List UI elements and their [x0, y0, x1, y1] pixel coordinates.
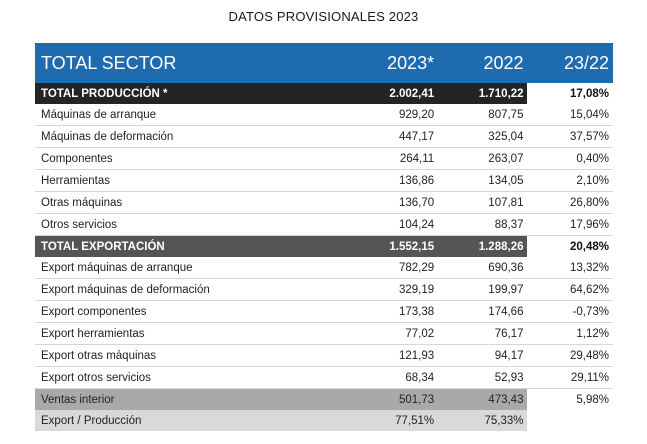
- row-label: Máquinas de arranque: [35, 104, 343, 126]
- row-label: Máquinas de deformación: [35, 125, 343, 148]
- row-label: Otros servicios: [35, 213, 343, 236]
- value-2022: 325,04: [438, 125, 528, 148]
- value-pct: 37,57%: [527, 125, 613, 148]
- table-row: Export otras máquinas 121,93 94,17 29,48…: [35, 344, 613, 367]
- value-pct: 13,32%: [527, 257, 613, 279]
- row-label: Export otras máquinas: [35, 344, 343, 367]
- value-pct: 0,40%: [527, 147, 613, 170]
- row-label: TOTAL EXPORTACIÓN: [35, 235, 343, 257]
- table-row: Export máquinas de arranque 782,29 690,3…: [35, 257, 613, 279]
- value-2023: 782,29: [342, 257, 439, 279]
- value-2023: 501,73: [342, 388, 439, 410]
- row-label: Export / Producción: [35, 410, 343, 431]
- value-2022: 107,81: [438, 191, 528, 214]
- value-2023: 1.552,15: [342, 235, 439, 257]
- row-label: Componentes: [35, 147, 343, 170]
- value-pct: 17,96%: [527, 213, 613, 236]
- value-2023: 77,51%: [342, 410, 439, 431]
- value-pct: -0,73%: [527, 300, 613, 323]
- value-2023: 104,24: [342, 213, 439, 236]
- value-pct: 1,12%: [527, 322, 613, 345]
- table-row: Máquinas de arranque 929,20 807,75 15,04…: [35, 104, 613, 126]
- table-row: Export otros servicios 68,34 52,93 29,11…: [35, 366, 613, 389]
- value-2023: 77,02: [342, 322, 439, 345]
- ventas-interior-row: Ventas interior 501,73 473,43 5,98%: [35, 388, 613, 410]
- table-row: Máquinas de deformación 447,17 325,04 37…: [35, 125, 613, 148]
- table-row: Otros servicios 104,24 88,37 17,96%: [35, 213, 613, 236]
- row-label: Export componentes: [35, 300, 343, 323]
- row-label: Export máquinas de deformación: [35, 278, 343, 301]
- value-2023: 173,38: [342, 300, 439, 323]
- value-2022: 1.288,26: [438, 235, 528, 257]
- value-pct-empty: [527, 410, 613, 431]
- value-2022: 473,43: [438, 388, 528, 410]
- value-2023: 329,19: [342, 278, 439, 301]
- row-label: Ventas interior: [35, 388, 343, 410]
- table-header: TOTAL SECTOR 2023* 2022 23/22: [35, 43, 613, 83]
- data-table: TOTAL SECTOR 2023* 2022 23/22 TOTAL PROD…: [35, 43, 613, 431]
- value-2022: 807,75: [438, 104, 528, 126]
- table-row: Export máquinas de deformación 329,19 19…: [35, 278, 613, 301]
- export-produccion-row: Export / Producción 77,51% 75,33%: [35, 410, 613, 431]
- table-row: Export componentes 173,38 174,66 -0,73%: [35, 300, 613, 323]
- table-row: Otras máquinas 136,70 107,81 26,80%: [35, 191, 613, 214]
- header-col-2022: 2022: [438, 43, 528, 83]
- value-2023: 264,11: [342, 147, 439, 170]
- value-2023: 447,17: [342, 125, 439, 148]
- table-row: Export herramientas 77,02 76,17 1,12%: [35, 322, 613, 345]
- value-2022: 94,17: [438, 344, 528, 367]
- header-col-ratio: 23/22: [527, 43, 613, 83]
- value-2023: 2.002,41: [342, 83, 439, 104]
- value-pct: 26,80%: [527, 191, 613, 214]
- value-pct: 64,62%: [527, 278, 613, 301]
- row-label: Herramientas: [35, 169, 343, 192]
- table-row: Herramientas 136,86 134,05 2,10%: [35, 169, 613, 192]
- value-2022: 88,37: [438, 213, 528, 236]
- value-2023: 136,70: [342, 191, 439, 214]
- value-2022: 52,93: [438, 366, 528, 389]
- header-label: TOTAL SECTOR: [35, 43, 343, 83]
- page-title: DATOS PROVISIONALES 2023: [228, 9, 419, 24]
- row-label: Export otros servicios: [35, 366, 343, 389]
- total-exportacion-row: TOTAL EXPORTACIÓN 1.552,15 1.288,26 20,4…: [35, 235, 613, 257]
- value-pct: 2,10%: [527, 169, 613, 192]
- value-2023: 136,86: [342, 169, 439, 192]
- row-label: TOTAL PRODUCCIÓN *: [35, 83, 343, 104]
- header-col-2023: 2023*: [342, 43, 439, 83]
- value-2023: 929,20: [342, 104, 439, 126]
- value-2022: 1.710,22: [438, 83, 528, 104]
- value-2023: 121,93: [342, 344, 439, 367]
- value-2022: 690,36: [438, 257, 528, 279]
- row-label: Otras máquinas: [35, 191, 343, 214]
- value-pct: 5,98%: [527, 388, 613, 410]
- value-pct: 29,11%: [527, 366, 613, 389]
- value-2022: 75,33%: [438, 410, 528, 431]
- value-2022: 76,17: [438, 322, 528, 345]
- row-label: Export máquinas de arranque: [35, 257, 343, 279]
- value-2022: 174,66: [438, 300, 528, 323]
- value-2022: 263,07: [438, 147, 528, 170]
- value-pct: 29,48%: [527, 344, 613, 367]
- table-row: Componentes 264,11 263,07 0,40%: [35, 147, 613, 170]
- total-produccion-row: TOTAL PRODUCCIÓN * 2.002,41 1.710,22 17,…: [35, 83, 613, 104]
- value-2022: 134,05: [438, 169, 528, 192]
- value-2022: 199,97: [438, 278, 528, 301]
- row-label: Export herramientas: [35, 322, 343, 345]
- value-2023: 68,34: [342, 366, 439, 389]
- value-pct: 15,04%: [527, 104, 613, 126]
- value-pct: 20,48%: [527, 235, 613, 257]
- value-pct: 17,08%: [527, 83, 613, 104]
